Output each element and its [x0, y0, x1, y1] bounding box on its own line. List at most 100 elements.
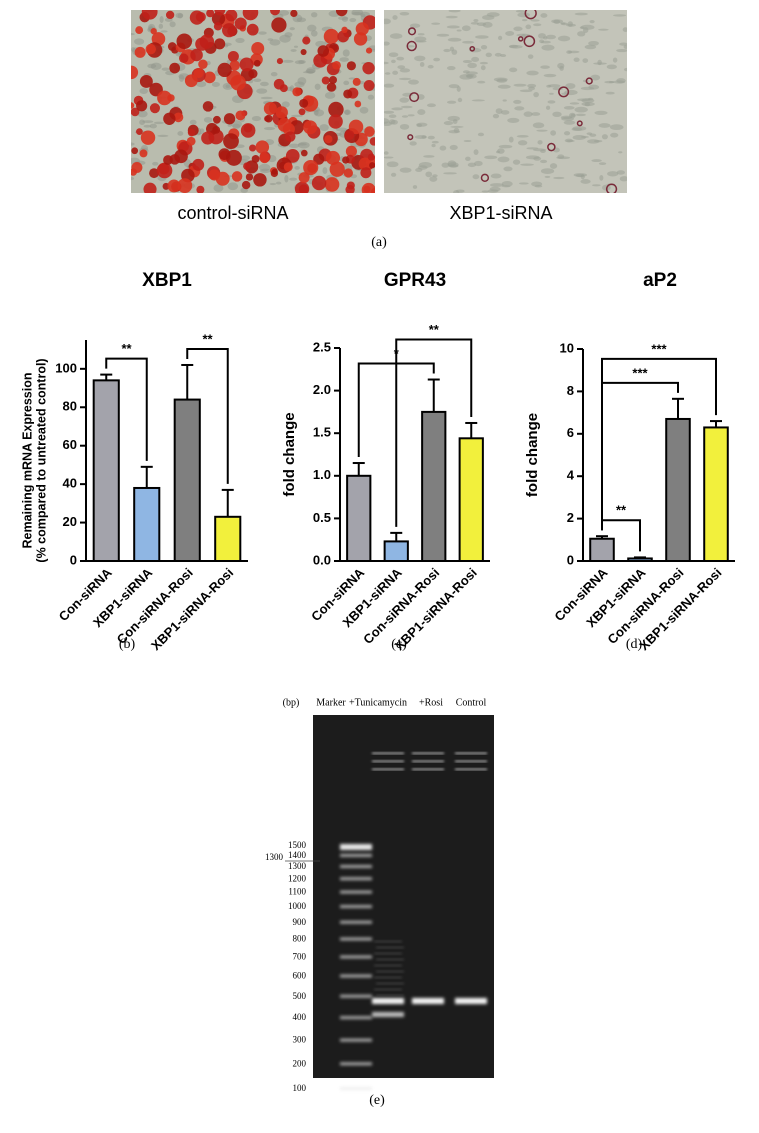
lipid-droplet: [292, 87, 302, 97]
lipid-droplet: [234, 17, 247, 30]
cell: [470, 21, 479, 25]
smear: [376, 946, 404, 949]
smear: [376, 994, 404, 997]
ladder-label: 800: [293, 934, 307, 944]
chart-title: GPR43: [384, 270, 446, 291]
cell: [584, 44, 597, 50]
lipid-droplet: [165, 10, 175, 20]
lipid-droplet: [313, 53, 328, 68]
cell: [598, 162, 607, 165]
lipid-droplet: [335, 10, 348, 17]
lipid-droplet: [364, 126, 375, 137]
sample-band: [372, 998, 404, 1004]
cell: [446, 100, 457, 104]
y-tick-label: 40: [63, 476, 77, 491]
cell: [520, 163, 534, 166]
well-band: [455, 752, 487, 755]
lipid-droplet: [243, 162, 251, 170]
cell: [443, 120, 454, 126]
cell: [497, 84, 511, 89]
lipid-droplet: [344, 130, 355, 140]
cell: [384, 83, 395, 88]
gel-unit: (bp): [283, 697, 300, 708]
lane-label: Marker: [316, 697, 346, 708]
lipid-droplet: [167, 94, 175, 102]
cell: [443, 48, 451, 53]
cell: [161, 67, 170, 71]
cell: [549, 163, 558, 169]
cell: [450, 125, 464, 128]
cell: [418, 162, 433, 168]
lipid-droplet: [300, 49, 307, 56]
significance-bracket: [601, 357, 717, 531]
cell: [456, 29, 462, 32]
lipid-droplet: [517, 36, 524, 42]
lipid-droplet: [241, 180, 251, 190]
cell: [619, 42, 627, 46]
ladder-band: [340, 1087, 372, 1091]
lipid-droplet: [149, 103, 160, 114]
cell: [494, 52, 502, 57]
lipid-droplet: [131, 65, 139, 80]
cell: [211, 81, 220, 87]
cell: [384, 72, 391, 75]
cell: [513, 26, 523, 32]
ladder-label: 100: [293, 1083, 307, 1093]
lipid-droplet: [157, 90, 172, 106]
cell: [341, 16, 349, 22]
bar: [173, 398, 201, 562]
cell: [282, 59, 294, 63]
bar: [214, 515, 242, 562]
cell: [492, 113, 500, 119]
cell: [462, 59, 472, 64]
cell: [479, 61, 489, 65]
ladder-label: 400: [293, 1012, 307, 1022]
lipid-droplet: [203, 71, 216, 84]
cell: [606, 64, 617, 70]
cell: [541, 44, 555, 51]
ladder-band: [340, 877, 372, 881]
cell: [580, 179, 591, 184]
cell: [536, 129, 548, 132]
cell: [455, 189, 465, 193]
cell: [505, 31, 515, 36]
cell: [528, 86, 535, 91]
cell: [588, 40, 599, 46]
lipid-droplet: [206, 10, 215, 18]
cell: [490, 183, 504, 187]
cell: [447, 115, 460, 122]
cell: [500, 54, 507, 58]
cell: [431, 22, 441, 25]
lipid-droplet: [348, 119, 364, 135]
lipid-droplet: [337, 30, 350, 43]
cell: [610, 132, 619, 138]
smear: [374, 988, 402, 991]
cell: [613, 80, 626, 84]
cell: [431, 140, 439, 144]
cell: [591, 159, 602, 163]
cell: [549, 92, 554, 95]
cell: [597, 28, 609, 31]
cell: [582, 58, 589, 64]
well-band: [412, 752, 444, 755]
cell: [448, 129, 461, 134]
lipid-droplet: [225, 149, 242, 166]
lipid-droplet: [190, 48, 203, 62]
y-tick-label: 60: [63, 437, 77, 452]
cell: [227, 182, 239, 191]
cell: [449, 144, 458, 151]
well-band: [372, 768, 404, 771]
lipid-droplet: [253, 173, 267, 187]
lipid-droplet: [163, 112, 176, 125]
cell: [436, 33, 450, 37]
cell: [425, 171, 433, 178]
y-axis-label: (% compared to untreated control): [34, 358, 48, 562]
lipid-droplet: [176, 33, 193, 50]
cell: [527, 54, 534, 59]
lipid-droplet: [355, 22, 369, 36]
cell: [423, 155, 435, 158]
cell: [408, 79, 419, 85]
ladder-label: 500: [293, 991, 307, 1001]
cell: [566, 50, 573, 54]
lipid-droplet: [193, 68, 204, 79]
